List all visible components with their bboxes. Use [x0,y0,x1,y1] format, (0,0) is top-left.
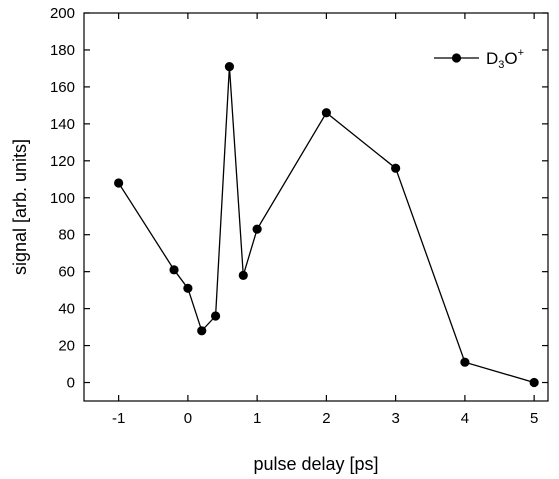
data-point [529,377,539,388]
series-layer [114,61,539,388]
y-tick-label: 0 [67,375,75,392]
data-point [169,265,179,275]
x-tick-label: -1 [112,410,125,427]
data-point [321,108,331,118]
y-tick-label: 100 [50,190,75,207]
legend-label-superscript: + [518,47,524,59]
y-tick-label: 20 [58,338,75,355]
tick-labels: -1 0 1 2 3 4 5 0 20 40 60 80 100 120 140 160 180 200 [50,5,538,427]
data-point [238,270,248,280]
data-point [114,178,124,188]
x-axis-title: pulse delay [ps] [253,454,378,474]
x-tick-label: 1 [253,410,261,427]
data-point [252,224,262,234]
y-tick-label: 180 [50,42,75,59]
axis-ticks [84,12,548,401]
y-tick-label: 140 [50,116,75,133]
data-point [183,283,193,293]
legend-label-mid: O [504,49,517,68]
plot-frame [83,12,549,402]
data-point [224,61,235,72]
y-tick-label: 120 [50,153,75,170]
y-tick-label: 160 [50,79,75,96]
x-tick-label: 4 [461,410,469,427]
legend-label-subscript: 3 [498,59,504,71]
data-point [460,357,470,367]
legend-marker [451,53,462,63]
x-tick-label: 5 [530,410,538,427]
data-point [391,163,401,173]
y-axis-title: signal [arb. units] [10,139,30,275]
x-tick-label: 0 [184,410,192,427]
data-point [197,326,207,336]
legend: D3O+ [434,47,524,71]
y-tick-label: 40 [58,301,75,318]
x-tick-label: 3 [391,410,399,427]
y-tick-label: 80 [58,227,75,244]
data-point [210,311,221,321]
y-tick-label: 60 [58,264,75,281]
legend-label: D3O+ [486,47,524,71]
legend-label-base: D [486,49,498,68]
x-tick-label: 2 [322,410,330,427]
y-tick-label: 200 [50,5,75,22]
